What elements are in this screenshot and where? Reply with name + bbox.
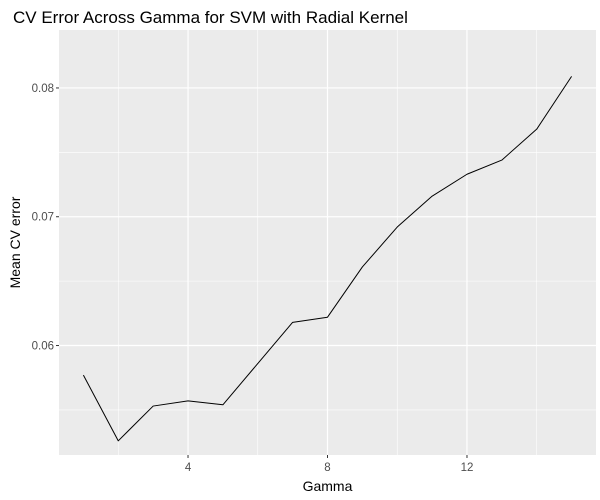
data-point: [360, 265, 364, 269]
y-tick-label: 0.08: [32, 83, 54, 95]
data-point: [570, 74, 574, 78]
data-point: [256, 362, 260, 366]
y-tick-label: 0.07: [32, 212, 54, 224]
series-line: [82, 76, 573, 442]
data-point: [326, 315, 330, 319]
x-tick-label: 4: [185, 462, 192, 474]
y-tick-label: 0.06: [32, 341, 54, 353]
data-point: [81, 373, 85, 377]
x-axis: 4 8 12: [185, 455, 474, 474]
major-gridlines: [59, 30, 596, 455]
data-point: [535, 127, 539, 131]
data-point: [291, 320, 295, 324]
y-axis: 0.06 0.07 0.08: [32, 83, 59, 353]
data-point: [151, 404, 155, 408]
data-point: [186, 399, 190, 403]
data-point: [430, 194, 434, 198]
x-axis-title: Gamma: [303, 478, 353, 494]
chart-title: CV Error Across Gamma for SVM with Radia…: [13, 8, 408, 27]
data-point: [465, 172, 469, 176]
data-point: [395, 225, 399, 229]
data-point: [500, 158, 504, 162]
data-point: [116, 439, 120, 443]
data-point: [221, 403, 225, 407]
x-tick-label: 8: [324, 462, 330, 474]
series-layer: [81, 74, 574, 443]
y-axis-title: Mean CV error: [7, 196, 23, 288]
x-tick-label: 12: [461, 462, 474, 474]
